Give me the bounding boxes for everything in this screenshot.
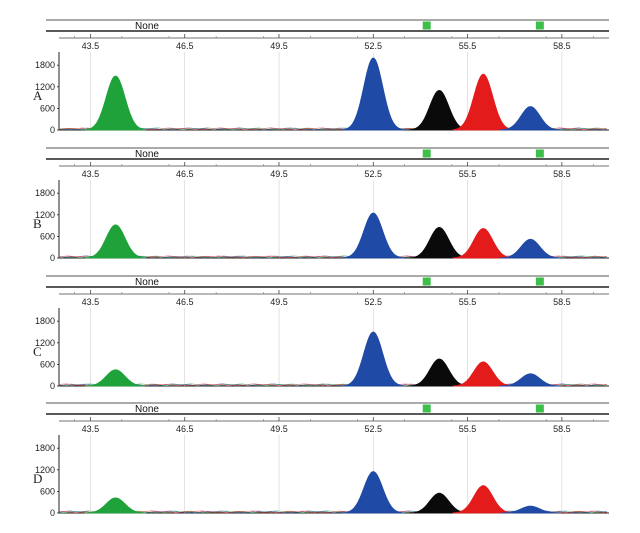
x-tick-label: 55.5 [459, 41, 477, 51]
peak-green-0 [85, 75, 147, 131]
peak-black-2 [408, 492, 470, 514]
y-tick-label: 0 [50, 508, 55, 518]
x-tick-label: 52.5 [365, 424, 383, 434]
x-tick-label: 52.5 [365, 41, 383, 51]
bin-marker [535, 404, 544, 413]
peak-green-0 [85, 224, 148, 259]
peak-blue-4 [499, 373, 561, 387]
peak-black-2 [408, 89, 471, 131]
y-tick-label: 0 [50, 253, 55, 263]
bin-marker [422, 404, 431, 413]
peak-red-3 [452, 73, 515, 131]
y-tick-label: 600 [40, 359, 55, 369]
panel-b: None 43.5 46.5 49.5 52.5 55.5 58.5 0 600 1200 1800… [33, 147, 609, 263]
peak-blue-4 [499, 238, 561, 259]
x-tick-label: 55.5 [459, 169, 477, 179]
y-tick-label: 1800 [35, 316, 55, 326]
peak-red-3 [452, 485, 514, 514]
bin-marker [422, 21, 431, 30]
bin-label: None [135, 404, 159, 415]
bin-marker [535, 149, 544, 158]
y-tick-label: 600 [40, 231, 55, 241]
x-tick-label: 43.5 [82, 169, 100, 179]
y-tick-label: 600 [40, 103, 55, 113]
x-tick-label: 46.5 [176, 169, 194, 179]
x-tick-label: 58.5 [553, 424, 571, 434]
peak-blue-1 [342, 212, 405, 259]
y-tick-label: 1800 [35, 443, 55, 453]
x-tick-label: 52.5 [365, 297, 383, 307]
bin-label: None [135, 149, 159, 160]
y-tick-label: 600 [40, 486, 55, 496]
x-tick-label: 49.5 [270, 41, 288, 51]
peak-green-0 [85, 497, 146, 514]
peak-blue-1 [342, 331, 405, 387]
x-tick-label: 55.5 [459, 424, 477, 434]
x-tick-label: 46.5 [176, 297, 194, 307]
panel-letter: C [33, 344, 42, 359]
panel-letter: B [33, 216, 42, 231]
peak-blue-1 [342, 471, 405, 514]
y-tick-label: 0 [50, 125, 55, 135]
peak-blue-4 [500, 505, 561, 514]
x-tick-label: 49.5 [270, 169, 288, 179]
panel-c: None 43.5 46.5 49.5 52.5 55.5 58.5 0 600 1200 1800… [33, 275, 609, 391]
peak-red-3 [452, 361, 514, 387]
x-tick-label: 49.5 [270, 424, 288, 434]
peak-blue-4 [499, 106, 562, 131]
y-tick-label: 1200 [35, 210, 55, 220]
bin-marker [422, 149, 431, 158]
peak-black-2 [408, 226, 470, 259]
x-tick-label: 46.5 [176, 424, 194, 434]
x-tick-label: 58.5 [553, 169, 571, 179]
y-tick-label: 0 [50, 381, 55, 391]
y-tick-label: 1200 [35, 82, 55, 92]
peak-black-2 [408, 358, 470, 387]
y-tick-label: 1800 [35, 60, 55, 70]
panel-letter: A [33, 88, 43, 103]
panel-d: None 43.5 46.5 49.5 52.5 55.5 58.5 0 600 1200 1800… [33, 402, 609, 518]
x-tick-label: 52.5 [365, 169, 383, 179]
x-tick-label: 58.5 [553, 41, 571, 51]
x-tick-label: 49.5 [270, 297, 288, 307]
peak-green-0 [85, 369, 146, 387]
panel-letter: D [33, 471, 42, 486]
x-tick-label: 43.5 [82, 297, 100, 307]
y-tick-label: 1200 [35, 338, 55, 348]
bin-label: None [135, 21, 159, 32]
y-tick-label: 1200 [35, 465, 55, 475]
panel-a: None 43.5 46.5 49.5 52.5 55.5 58.5 0 600 1200 1800… [33, 19, 609, 135]
bin-label: None [135, 277, 159, 288]
x-tick-label: 58.5 [553, 297, 571, 307]
x-tick-label: 46.5 [176, 41, 194, 51]
bin-marker [535, 277, 544, 286]
peak-red-3 [452, 228, 514, 259]
y-tick-label: 1800 [35, 188, 55, 198]
bin-marker [422, 277, 431, 286]
peak-blue-1 [342, 57, 405, 131]
x-tick-label: 55.5 [459, 297, 477, 307]
x-tick-label: 43.5 [82, 41, 100, 51]
x-tick-label: 43.5 [82, 424, 100, 434]
bin-marker [535, 21, 544, 30]
